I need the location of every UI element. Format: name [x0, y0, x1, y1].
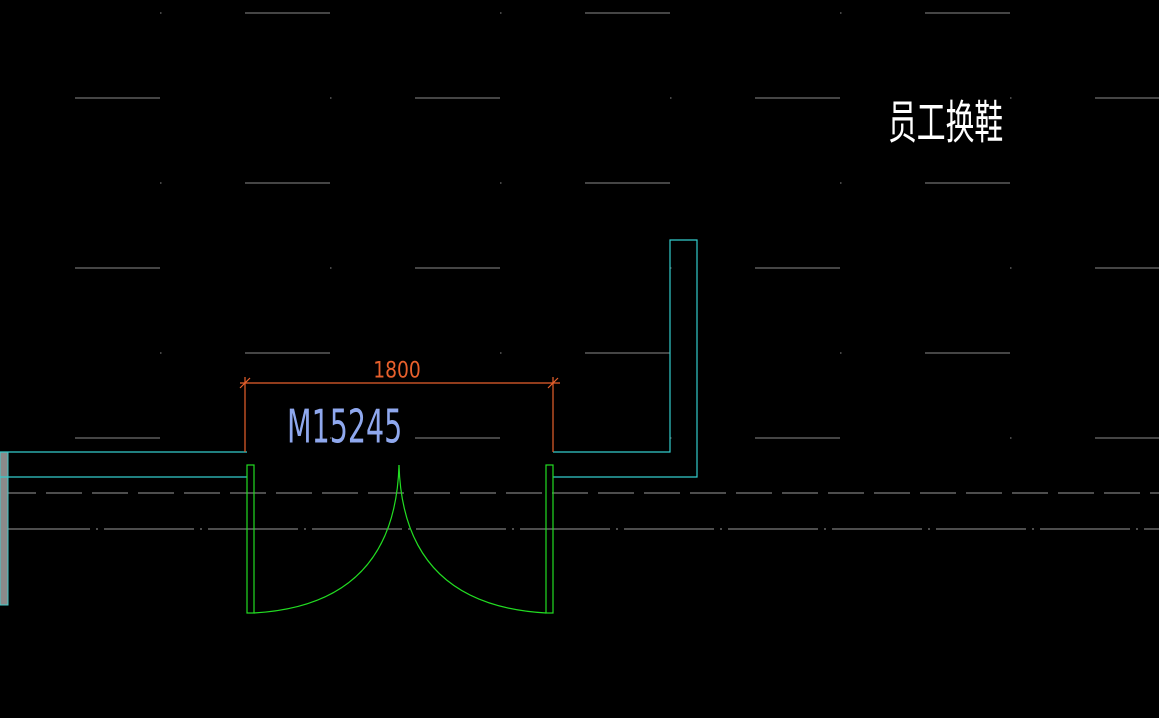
door-jamb: [246, 464, 255, 614]
door-label: M15245: [287, 401, 402, 455]
hatch-grid: [75, 12, 1159, 439]
door-swing: [398, 464, 547, 614]
column: [0, 451, 9, 606]
tick: [239, 377, 251, 389]
door-jamb: [545, 464, 554, 614]
dimension-label: 1800: [373, 357, 421, 383]
tick: [547, 377, 559, 389]
door-swing: [253, 464, 400, 614]
wall-outline: [553, 239, 698, 478]
dimension: [239, 377, 560, 452]
room-label: 员工换鞋: [888, 97, 1003, 151]
